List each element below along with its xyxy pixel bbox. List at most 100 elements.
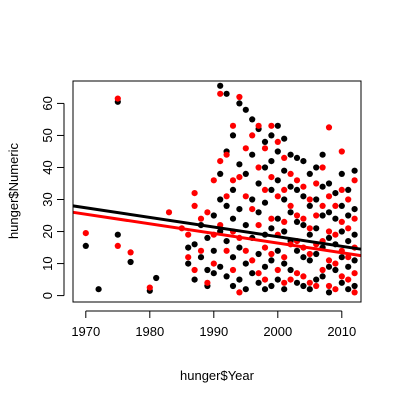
data-point xyxy=(261,145,269,152)
data-point xyxy=(242,286,249,293)
data-point xyxy=(293,279,301,286)
data-point xyxy=(268,250,275,258)
data-point xyxy=(351,282,358,290)
data-point xyxy=(274,177,281,184)
data-point xyxy=(319,183,326,190)
data-point xyxy=(281,279,288,286)
data-point xyxy=(306,257,313,264)
data-point xyxy=(313,225,320,232)
data-point xyxy=(345,186,352,193)
data-point xyxy=(236,244,243,251)
data-point xyxy=(236,161,243,168)
plot-frame xyxy=(72,80,362,303)
data-point xyxy=(229,177,237,184)
data-point xyxy=(287,276,294,283)
data-point xyxy=(313,164,320,171)
data-point xyxy=(242,106,249,113)
y-tick-label: 20 xyxy=(40,224,55,238)
y-tick-label: 30 xyxy=(40,192,55,206)
data-point xyxy=(332,260,339,267)
data-point xyxy=(114,242,121,249)
data-point xyxy=(191,266,198,274)
data-point xyxy=(306,250,313,258)
data-point xyxy=(287,266,294,274)
data-point xyxy=(223,151,230,158)
data-point xyxy=(210,270,217,277)
data-point xyxy=(210,247,217,254)
data-point xyxy=(236,206,243,213)
data-point xyxy=(217,170,224,177)
data-point xyxy=(345,286,352,293)
data-point xyxy=(351,177,358,184)
data-point xyxy=(242,260,249,267)
data-point xyxy=(229,266,237,274)
data-point xyxy=(249,116,256,123)
data-point xyxy=(223,202,230,209)
data-point xyxy=(306,196,313,203)
data-point xyxy=(345,263,352,270)
data-point xyxy=(306,202,313,209)
data-point xyxy=(325,193,333,200)
data-point xyxy=(332,190,339,197)
data-point xyxy=(204,279,211,286)
data-point xyxy=(281,260,288,267)
data-point xyxy=(268,282,275,290)
data-point xyxy=(313,282,320,290)
data-point xyxy=(185,231,192,238)
data-point xyxy=(281,186,288,193)
data-point xyxy=(332,202,339,209)
data-point xyxy=(114,231,121,238)
y-tick-label: 60 xyxy=(40,96,55,110)
data-point xyxy=(229,132,237,139)
data-point xyxy=(185,260,192,267)
data-point xyxy=(325,263,333,270)
data-point xyxy=(281,167,288,174)
data-point xyxy=(255,250,262,258)
data-point xyxy=(146,284,153,291)
regression-lines xyxy=(72,204,362,258)
data-point xyxy=(293,154,301,161)
data-point xyxy=(236,276,243,283)
data-point xyxy=(191,190,198,197)
data-point xyxy=(229,215,237,222)
data-point xyxy=(268,122,275,129)
data-point xyxy=(319,212,326,219)
data-point xyxy=(325,289,333,296)
data-point xyxy=(306,286,313,293)
data-point xyxy=(268,174,275,181)
data-point xyxy=(319,202,326,209)
data-point xyxy=(236,289,243,296)
data-point xyxy=(217,158,224,165)
data-point xyxy=(306,225,313,232)
data-point xyxy=(261,263,269,270)
data-point xyxy=(268,257,275,264)
data-point xyxy=(261,244,269,251)
data-point xyxy=(127,258,134,266)
data-point xyxy=(338,279,345,286)
data-point xyxy=(325,124,333,131)
data-point xyxy=(351,231,358,238)
data-point xyxy=(281,254,288,261)
data-point xyxy=(236,174,243,181)
data-point xyxy=(293,247,301,254)
y-tick-label: 40 xyxy=(40,160,55,174)
data-point xyxy=(261,286,269,293)
x-tick-label: 1980 xyxy=(135,324,164,339)
data-point xyxy=(223,238,230,245)
data-point xyxy=(313,180,320,187)
data-point xyxy=(217,263,224,270)
data-point xyxy=(274,276,281,283)
data-point xyxy=(351,167,358,174)
data-point xyxy=(217,90,224,97)
data-point xyxy=(306,231,313,238)
data-point xyxy=(217,82,224,89)
trend-line xyxy=(72,204,362,251)
data-point xyxy=(338,148,345,155)
data-point xyxy=(255,164,262,171)
x-axis-label: hunger$Year xyxy=(180,368,255,383)
data-point xyxy=(82,242,89,249)
y-axis-label: hunger$Numeric xyxy=(6,142,21,239)
data-point xyxy=(338,228,345,235)
data-point xyxy=(236,100,243,107)
